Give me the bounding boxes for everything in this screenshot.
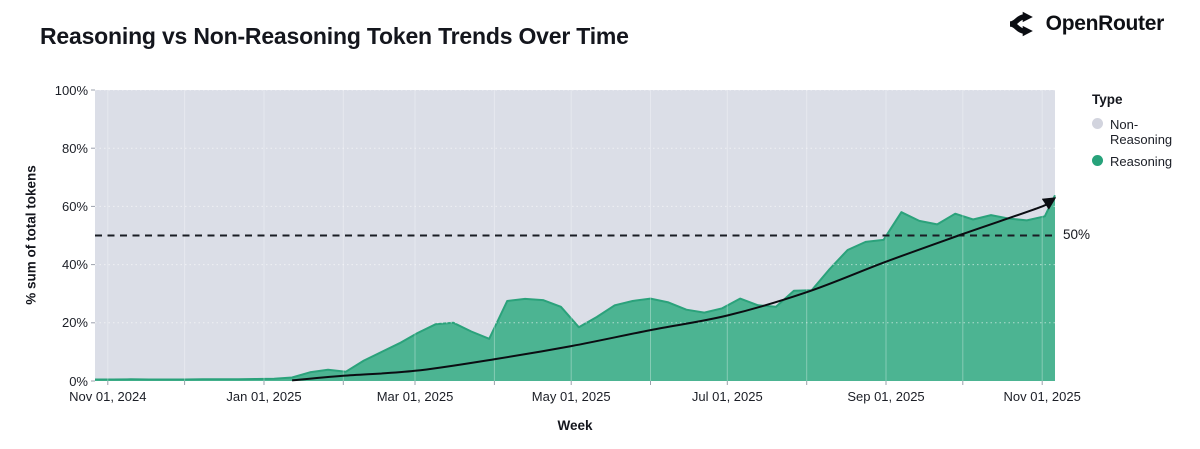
brand: OpenRouter xyxy=(1007,9,1164,39)
y-tick-label: 0% xyxy=(69,373,88,389)
legend-item-label: Reasoning xyxy=(1110,153,1173,169)
reasoning-area-edge xyxy=(95,194,1056,381)
y-tick-label: 20% xyxy=(61,315,88,331)
x-axis-title: Week xyxy=(557,418,593,433)
legend-swatch-icon xyxy=(1092,154,1103,166)
y-tick-label: 40% xyxy=(61,257,88,273)
legend: Type Non-Reasoning Reasoning xyxy=(1092,92,1196,175)
y-axis-title: % sum of total tokens xyxy=(23,165,39,305)
legend-item-reasoning[interactable]: Reasoning xyxy=(1092,154,1196,169)
legend-item-label: Non-Reasoning xyxy=(1110,117,1173,148)
brand-name: OpenRouter xyxy=(1045,12,1165,35)
x-tick-label: Sep 01, 2025 xyxy=(847,389,925,404)
x-tick-label: Mar 01, 2025 xyxy=(376,389,454,404)
legend-title: Type xyxy=(1092,92,1123,107)
y-tick-label: 80% xyxy=(61,140,88,156)
legend-item-non-reasoning[interactable]: Non-Reasoning xyxy=(1092,117,1196,148)
y-tick-label: 100% xyxy=(54,82,88,98)
reasoning-area xyxy=(95,195,1055,381)
page-title: Reasoning vs Non-Reasoning Token Trends … xyxy=(40,23,629,50)
legend-swatch-icon xyxy=(1092,118,1103,129)
x-tick-label: Nov 01, 2025 xyxy=(1003,389,1081,404)
y-tick-label: 60% xyxy=(61,198,88,214)
area-chart xyxy=(91,89,1057,385)
x-tick-label: May 01, 2025 xyxy=(531,389,611,404)
x-tick-label: Nov 01, 2024 xyxy=(69,389,147,404)
trend-line xyxy=(292,197,1057,382)
x-tick-label: Jan 01, 2025 xyxy=(226,389,302,404)
reference-line-label: 50% xyxy=(1063,226,1091,242)
x-tick-label: Jul 01, 2025 xyxy=(691,389,763,404)
openrouter-logo-icon xyxy=(1007,9,1037,39)
